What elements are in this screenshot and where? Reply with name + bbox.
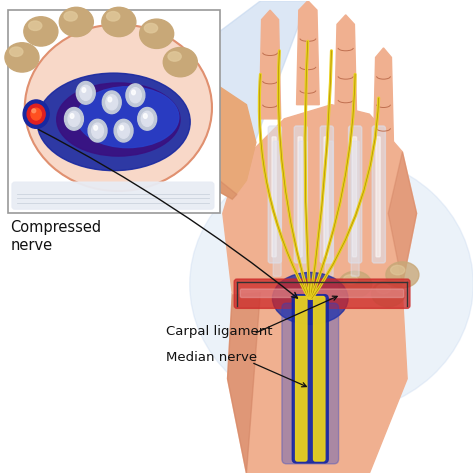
Ellipse shape	[102, 91, 121, 114]
FancyBboxPatch shape	[273, 141, 281, 276]
Ellipse shape	[91, 123, 103, 138]
Polygon shape	[335, 15, 356, 114]
Ellipse shape	[24, 17, 58, 46]
Ellipse shape	[31, 108, 41, 120]
Ellipse shape	[107, 11, 120, 21]
FancyBboxPatch shape	[296, 297, 307, 461]
Ellipse shape	[80, 85, 91, 100]
Polygon shape	[228, 275, 407, 474]
FancyBboxPatch shape	[240, 289, 404, 298]
FancyBboxPatch shape	[325, 141, 333, 276]
FancyBboxPatch shape	[294, 126, 308, 263]
Ellipse shape	[126, 84, 145, 107]
Ellipse shape	[144, 114, 147, 118]
Ellipse shape	[88, 119, 107, 142]
Text: Compressed
nerve: Compressed nerve	[10, 220, 101, 253]
FancyBboxPatch shape	[372, 126, 385, 263]
FancyBboxPatch shape	[324, 137, 328, 257]
Ellipse shape	[141, 111, 153, 127]
FancyBboxPatch shape	[12, 182, 214, 209]
FancyBboxPatch shape	[314, 297, 325, 461]
Text: Carpal ligament: Carpal ligament	[166, 325, 273, 338]
Ellipse shape	[163, 47, 197, 77]
FancyBboxPatch shape	[292, 295, 328, 463]
Ellipse shape	[106, 95, 118, 110]
FancyBboxPatch shape	[298, 137, 302, 257]
Ellipse shape	[372, 281, 405, 307]
Ellipse shape	[190, 155, 474, 414]
FancyBboxPatch shape	[268, 126, 282, 263]
Ellipse shape	[27, 104, 45, 124]
Ellipse shape	[343, 275, 357, 284]
FancyBboxPatch shape	[282, 303, 338, 464]
FancyBboxPatch shape	[351, 141, 359, 276]
Ellipse shape	[102, 7, 136, 36]
Ellipse shape	[68, 111, 80, 127]
Ellipse shape	[391, 265, 405, 275]
FancyBboxPatch shape	[299, 141, 307, 276]
Ellipse shape	[23, 100, 49, 128]
Ellipse shape	[129, 88, 141, 103]
Ellipse shape	[386, 262, 419, 288]
FancyBboxPatch shape	[376, 137, 380, 257]
Ellipse shape	[64, 108, 83, 130]
Ellipse shape	[9, 47, 23, 56]
FancyBboxPatch shape	[320, 126, 333, 263]
Ellipse shape	[70, 114, 74, 118]
Ellipse shape	[118, 123, 129, 138]
Polygon shape	[143, 0, 308, 190]
Ellipse shape	[273, 273, 348, 324]
Ellipse shape	[57, 83, 180, 156]
Polygon shape	[388, 152, 417, 284]
Ellipse shape	[32, 109, 36, 113]
Ellipse shape	[114, 119, 133, 142]
Ellipse shape	[64, 11, 77, 21]
Polygon shape	[223, 105, 417, 294]
FancyBboxPatch shape	[272, 137, 276, 257]
Ellipse shape	[168, 52, 181, 61]
Ellipse shape	[132, 90, 136, 95]
Ellipse shape	[82, 88, 86, 92]
Ellipse shape	[120, 126, 124, 130]
Ellipse shape	[77, 87, 179, 147]
Polygon shape	[259, 10, 281, 119]
Ellipse shape	[76, 82, 95, 104]
Polygon shape	[228, 289, 261, 474]
Ellipse shape	[25, 24, 212, 191]
FancyBboxPatch shape	[348, 126, 362, 263]
Ellipse shape	[5, 43, 39, 72]
Ellipse shape	[108, 97, 112, 102]
FancyBboxPatch shape	[234, 279, 410, 309]
Ellipse shape	[28, 21, 42, 30]
Polygon shape	[180, 143, 237, 199]
Polygon shape	[297, 0, 319, 105]
Ellipse shape	[140, 19, 173, 48]
Ellipse shape	[376, 284, 391, 294]
Ellipse shape	[138, 108, 156, 130]
Polygon shape	[374, 48, 393, 143]
Ellipse shape	[59, 7, 93, 36]
FancyBboxPatch shape	[8, 10, 220, 213]
Ellipse shape	[37, 73, 190, 171]
Text: Median nerve: Median nerve	[166, 351, 257, 364]
FancyBboxPatch shape	[352, 137, 356, 257]
Ellipse shape	[145, 23, 157, 33]
Ellipse shape	[338, 271, 372, 297]
Polygon shape	[180, 86, 256, 199]
Ellipse shape	[94, 126, 98, 130]
